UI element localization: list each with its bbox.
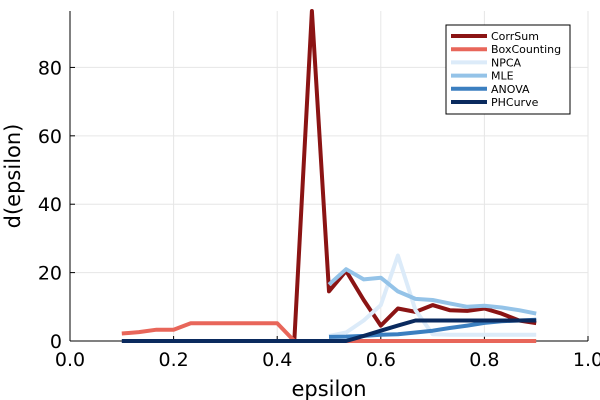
legend-label-npca: NPCA (491, 56, 522, 69)
series-lines (121, 9, 537, 343)
series-line-npca (328, 253, 537, 338)
x-tick-label: 0.4 (262, 349, 292, 371)
y-tick-label: 0 (50, 331, 62, 353)
x-tick-label: 0.6 (366, 349, 396, 371)
y-tick-label: 60 (38, 126, 62, 148)
x-tick-label: 0.2 (158, 349, 188, 371)
x-tick-label: 0.0 (55, 349, 85, 371)
series-line-mle (327, 267, 537, 316)
tick-labels: 0.0 0.2 0.4 0.6 0.8 1.0 0 20 40 60 80 (38, 57, 600, 371)
legend-box (445, 24, 571, 115)
x-tick-label: 0.8 (469, 349, 499, 371)
legend-label-boxcounting: BoxCounting (491, 43, 561, 56)
legend-label-anova: ANOVA (491, 83, 530, 96)
y-tick-label: 40 (38, 194, 62, 216)
legend-label-corrsum: CorrSum (491, 30, 539, 43)
x-tick-label: 1.0 (573, 349, 600, 371)
legend-label-phcurve: PHCurve (491, 96, 539, 109)
series-line-boxcounting (121, 321, 537, 343)
y-tick-label: 80 (38, 57, 62, 79)
series-line-phcurve (121, 318, 537, 343)
y-axis-label: d(epsilon) (1, 124, 25, 229)
y-tick-label: 20 (38, 263, 62, 285)
legend-label-mle: MLE (491, 70, 514, 83)
x-axis-label: epsilon (291, 377, 366, 400)
